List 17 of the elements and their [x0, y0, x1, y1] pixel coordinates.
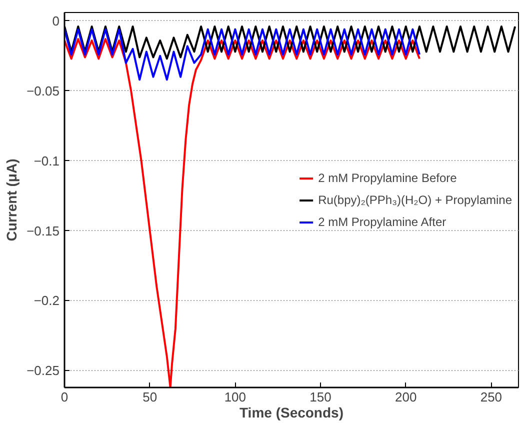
y-tick-label: −0.15 [26, 223, 60, 238]
y-tick-label: 0 [52, 13, 60, 28]
y-tick-label: −0.2 [34, 293, 60, 308]
x-tick-label: 50 [142, 390, 158, 404]
line-series [64, 28, 421, 81]
legend-label: 2 mM Propylamine After [318, 214, 446, 228]
y-axis-title: Current (μA) [4, 158, 20, 242]
y-tick-label: −0.05 [26, 83, 60, 98]
x-axis-title: Time (Seconds) [240, 404, 344, 420]
x-tick-label: 150 [310, 390, 332, 404]
x-tick-label: 100 [224, 390, 246, 404]
y-tick-label: −0.1 [34, 153, 60, 168]
x-tick-label: 200 [395, 390, 417, 404]
legend-label: 2 mM Propylamine Before [318, 170, 457, 184]
x-tick-label: 250 [480, 390, 502, 404]
legend-label: Ru(bpy)₂(PPh₃)(H₂O) + Propylamine [318, 192, 512, 206]
y-tick-label: −0.25 [26, 363, 60, 378]
